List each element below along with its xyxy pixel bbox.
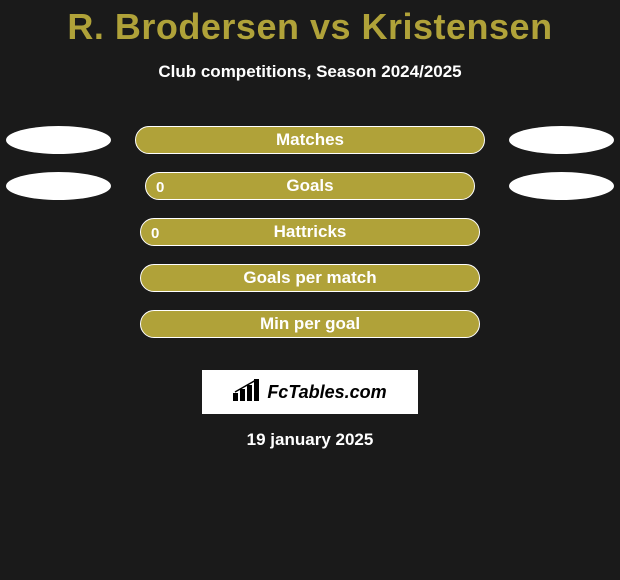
stat-bar: Min per goal: [140, 310, 480, 338]
stat-row: Min per goal: [0, 310, 620, 356]
ascending-bars-icon: [233, 379, 261, 406]
stat-bar: Matches: [135, 126, 485, 154]
right-ellipse: [509, 126, 614, 154]
stat-label: Hattricks: [141, 222, 479, 242]
stat-row: Goals per match: [0, 264, 620, 310]
stat-bar: 0Hattricks: [140, 218, 480, 246]
left-ellipse: [6, 172, 111, 200]
stat-row: 0Hattricks: [0, 218, 620, 264]
stat-row: 0Goals: [0, 172, 620, 218]
stat-value: 0: [151, 219, 159, 247]
page-title: R. Brodersen vs Kristensen: [0, 0, 620, 48]
logo-box: FcTables.com: [202, 370, 418, 414]
stat-bar: 0Goals: [145, 172, 475, 200]
stat-value: 0: [156, 173, 164, 201]
right-ellipse: [509, 172, 614, 200]
date-label: 19 january 2025: [0, 430, 620, 450]
stat-bar: Goals per match: [140, 264, 480, 292]
stat-row: Matches: [0, 126, 620, 172]
stat-rows: Matches0Goals0HattricksGoals per matchMi…: [0, 126, 620, 356]
stat-label: Matches: [136, 130, 484, 150]
logo-text: FcTables.com: [267, 382, 386, 403]
stat-label: Min per goal: [141, 314, 479, 334]
left-ellipse: [6, 126, 111, 154]
stat-label: Goals per match: [141, 268, 479, 288]
stat-label: Goals: [146, 176, 474, 196]
page-subtitle: Club competitions, Season 2024/2025: [0, 62, 620, 82]
